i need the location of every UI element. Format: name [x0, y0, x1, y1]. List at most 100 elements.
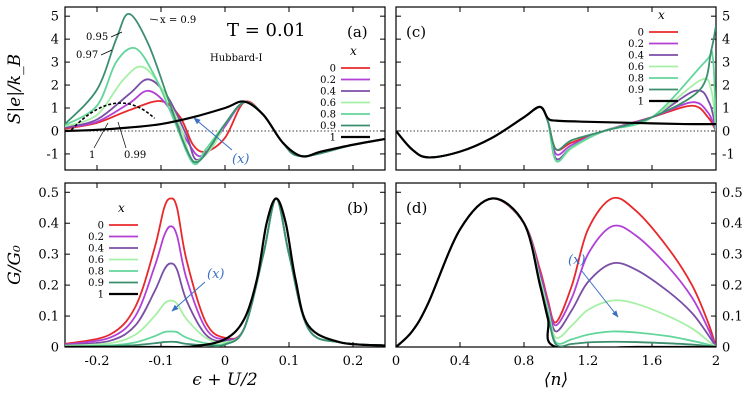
series-a-x-0.9 [65, 12, 385, 164]
legend-label: 0.9 [88, 278, 104, 289]
y-tick-label: 0.1 [722, 310, 743, 325]
legend-title: x [118, 201, 125, 215]
x-tick-label: 0 [221, 354, 229, 369]
x-tick-label: 0.2 [343, 354, 364, 369]
legend-label: 0 [638, 28, 644, 39]
panel-label-c: (c) [406, 23, 426, 41]
x-axis-label-left: ϵ + U/2 [192, 370, 257, 390]
chart-title: T = 0.01 [227, 20, 306, 41]
y-tick-label: 5 [51, 10, 59, 25]
y-tick-label: 0.1 [38, 310, 59, 325]
y-tick-label: 3 [51, 56, 59, 71]
panel-frame-a [64, 6, 386, 171]
y-tick-label: 0.5 [38, 186, 59, 201]
y-tick-label: 1 [722, 102, 730, 117]
arrow-label-x: (x) [568, 253, 585, 268]
legend-label: 0.8 [320, 110, 336, 121]
annotation-x09: x = 0.9 [160, 15, 196, 26]
x-tick-label: 0 [392, 354, 400, 369]
y-tick-label: 0 [51, 341, 59, 356]
legend-title: x [658, 8, 665, 22]
y-tick-label: 0 [722, 341, 730, 356]
annotation-099: 0.99 [124, 150, 146, 161]
series-b-x-0.9 [65, 197, 385, 347]
legend-label: 0.4 [320, 87, 336, 98]
x-tick-label: 1.2 [578, 354, 599, 369]
legend-label: 0.6 [88, 255, 104, 266]
annotation-095: 0.95 [86, 32, 108, 43]
legend-label: 0.8 [628, 74, 644, 85]
y-tick-label: 0.4 [722, 217, 743, 232]
legend-label: 0.9 [628, 85, 644, 96]
x-direction-arrow [171, 281, 206, 312]
legend-label: 0.2 [88, 232, 104, 243]
panel-frame-c [395, 6, 717, 171]
x-tick-label: 0.8 [514, 354, 535, 369]
y-tick-label: 5 [722, 10, 730, 25]
series-d-x-0.2 [396, 197, 716, 347]
x-tick-label: 0.4 [450, 354, 471, 369]
legend-label: 0.9 [320, 121, 336, 132]
y-tick-label: 0.3 [38, 248, 59, 263]
legend-label: 1 [638, 97, 644, 108]
pointer-line [110, 31, 123, 38]
y-axis-label-bottom: G/G₀ [5, 245, 25, 285]
panel-label-d: (d) [406, 199, 427, 217]
legend-label: 1 [98, 290, 104, 301]
pointer-line [117, 121, 127, 149]
y-axis-label-top: S|e|/k_B [5, 54, 25, 124]
y-tick-label: 1 [51, 102, 59, 117]
series-d-x-1 [396, 197, 716, 347]
x-tick-label: 2 [712, 354, 720, 369]
legend-title: x [350, 44, 357, 58]
legend-label: 0 [98, 221, 104, 232]
series-b-x-0.6 [65, 197, 385, 347]
legend-label: 0.6 [320, 98, 336, 109]
legend-label: 1 [330, 133, 336, 144]
y-tick-label: -1 [722, 147, 735, 162]
series-c-x-0.9 [396, 25, 716, 159]
y-tick-label: 0 [51, 124, 59, 139]
y-tick-label: 4 [51, 33, 59, 48]
annotation-1: 1 [89, 150, 95, 161]
y-tick-label: 0.2 [38, 279, 59, 294]
x-tick-label: 0.1 [279, 354, 300, 369]
legend-label: 0.8 [88, 267, 104, 278]
y-tick-label: 0.3 [722, 248, 743, 263]
series-b-x-0.4 [65, 197, 385, 347]
pointer-line [149, 18, 159, 21]
y-tick-label: 4 [722, 33, 730, 48]
legend-label: 0.2 [320, 75, 336, 86]
chart-subtitle: Hubbard-I [210, 53, 262, 64]
series-a-x-1 [65, 100, 385, 158]
y-tick-label: 0.4 [38, 217, 59, 232]
legend-label: 0 [330, 64, 336, 75]
legend-label: 0.4 [88, 244, 104, 255]
legend-label: 0.6 [628, 62, 644, 73]
series-b-x-0.2 [65, 197, 385, 347]
series-b-x-0.8 [65, 197, 385, 347]
series-a-x-0.8 [65, 46, 385, 166]
y-tick-label: 0.2 [722, 279, 743, 294]
panel-frame-b [64, 182, 386, 348]
series-b-x-0 [65, 197, 385, 347]
x-direction-arrow [193, 117, 233, 151]
legend-label: 0.2 [628, 39, 644, 50]
x-axis-label-right: ⟨n⟩ [544, 370, 568, 390]
y-tick-label: 0.5 [722, 186, 743, 201]
x-tick-label: -0.2 [84, 354, 109, 369]
y-tick-label: 2 [722, 79, 730, 94]
x-tick-label: -0.1 [148, 354, 173, 369]
y-tick-label: 2 [51, 79, 59, 94]
x-tick-label: 1.6 [642, 354, 663, 369]
series-b-x-1 [65, 197, 385, 347]
pointer-line [100, 49, 113, 56]
series-a-x-0.99-dashed [70, 102, 156, 131]
legend-label: 0.4 [628, 51, 644, 62]
y-tick-label: 3 [722, 56, 730, 71]
panel-label-b: (b) [347, 199, 368, 217]
x-direction-arrow [580, 269, 619, 318]
y-tick-label: 0 [722, 124, 730, 139]
panel-label-a: (a) [347, 23, 368, 41]
